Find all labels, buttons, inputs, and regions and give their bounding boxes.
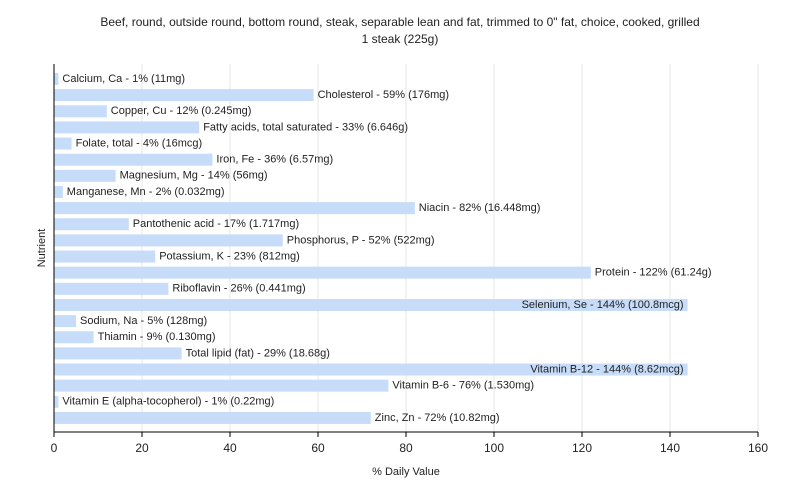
bar: [54, 234, 283, 247]
value-label: Vitamin B-12 - 144% (8.62mcg): [530, 363, 683, 375]
bar: [54, 137, 72, 150]
y-axis-label: Nutrient: [36, 229, 48, 268]
value-label: Vitamin E (alpha-tocopherol) - 1% (0.22m…: [62, 396, 274, 408]
bar: [54, 250, 156, 263]
value-label: Zinc, Zn - 72% (10.82mg): [375, 412, 500, 424]
value-label: Cholesterol - 59% (176mg): [318, 89, 449, 101]
value-label: Selenium, Se - 144% (100.8mcg): [522, 299, 684, 311]
chart-title: Beef, round, outside round, bottom round…: [100, 15, 699, 29]
x-tick-label: 120: [572, 441, 592, 455]
value-label: Vitamin B-6 - 76% (1.530mg): [392, 380, 534, 392]
value-label: Thiamin - 9% (0.130mg): [98, 331, 216, 343]
x-axis-label: % Daily Value: [372, 466, 440, 478]
x-tick-label: 60: [311, 441, 325, 455]
bar: [54, 282, 169, 295]
value-label: Manganese, Mn - 2% (0.032mg): [67, 186, 225, 198]
x-tick-label: 140: [660, 441, 680, 455]
value-label: Magnesium, Mg - 14% (56mg): [120, 170, 268, 182]
bar: [54, 202, 415, 215]
value-label: Fatty acids, total saturated - 33% (6.64…: [203, 121, 408, 133]
bar: [54, 73, 59, 85]
value-label: Total lipid (fat) - 29% (18.68g): [186, 347, 330, 359]
value-label: Riboflavin - 26% (0.441mg): [172, 283, 305, 295]
value-label: Potassium, K - 23% (812mg): [159, 250, 300, 262]
bar: [54, 315, 76, 328]
value-label: Sodium, Na - 5% (128mg): [80, 315, 207, 327]
bar: [54, 89, 314, 102]
bar: [54, 121, 200, 134]
bar: [54, 169, 116, 182]
value-label: Phosphorus, P - 52% (522mg): [287, 234, 435, 246]
value-label: Iron, Fe - 36% (6.57mg): [216, 154, 333, 166]
bar: [54, 105, 107, 118]
bar: [54, 331, 94, 344]
bar: [54, 185, 63, 198]
bar: [54, 347, 182, 360]
bar: [54, 379, 389, 392]
value-label: Protein - 122% (61.24g): [595, 267, 712, 279]
value-label: Pantothenic acid - 17% (1.717mg): [133, 218, 299, 230]
bar: [54, 218, 129, 231]
x-tick-label: 80: [399, 441, 413, 455]
value-label: Folate, total - 4% (16mcg): [76, 137, 203, 149]
x-tick-label: 100: [484, 441, 504, 455]
x-tick-label: 160: [748, 441, 768, 455]
bar: [54, 298, 688, 311]
bar: [54, 363, 688, 376]
bar: [54, 395, 59, 408]
x-tick-label: 20: [135, 441, 149, 455]
bar: [54, 153, 213, 166]
value-label: Calcium, Ca - 1% (11mg): [62, 73, 185, 85]
value-label: Niacin - 82% (16.448mg): [419, 202, 541, 214]
x-tick-label: 40: [223, 441, 237, 455]
x-tick-label: 0: [51, 441, 58, 455]
bar: [54, 411, 371, 424]
value-label: Copper, Cu - 12% (0.245mg): [111, 105, 252, 117]
bar: [54, 266, 591, 279]
chart-subtitle: 1 steak (225g): [362, 32, 439, 46]
